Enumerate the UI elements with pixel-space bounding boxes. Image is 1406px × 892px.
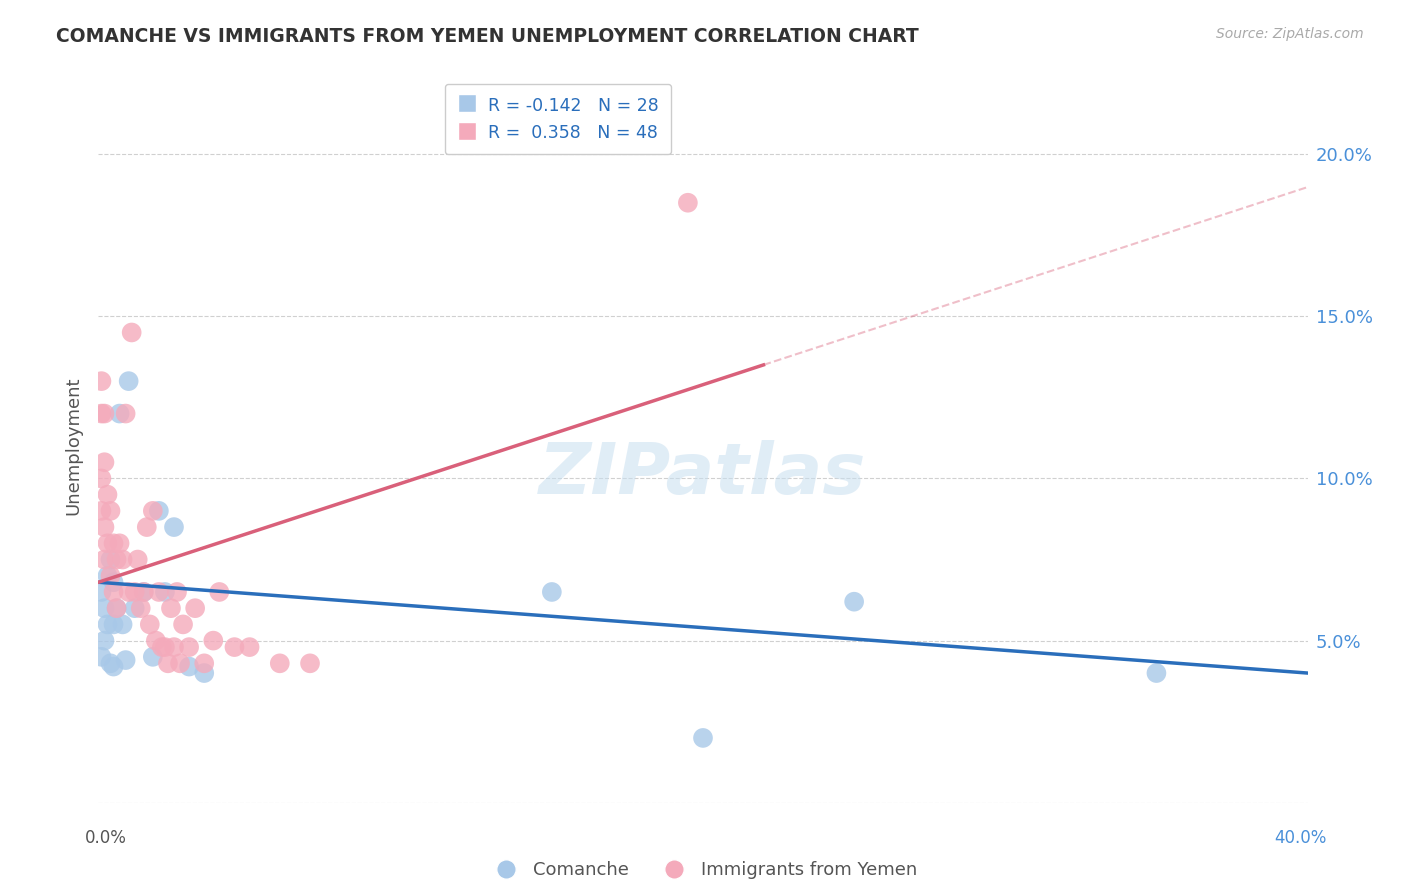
- Point: [114, 407, 136, 421]
- Point: [132, 585, 155, 599]
- Point: [124, 601, 146, 615]
- Point: [148, 504, 170, 518]
- Point: [100, 657, 122, 671]
- Point: [111, 617, 134, 632]
- Point: [153, 585, 176, 599]
- Text: 40.0%: 40.0%: [1274, 829, 1327, 847]
- Point: [184, 601, 207, 615]
- Point: [93, 633, 115, 648]
- Point: [93, 407, 115, 421]
- Point: [145, 633, 167, 648]
- Point: [139, 617, 162, 632]
- Point: [132, 585, 155, 599]
- Point: [121, 326, 143, 340]
- Legend: Comanche, Immigrants from Yemen: Comanche, Immigrants from Yemen: [481, 855, 925, 887]
- Point: [118, 585, 141, 599]
- Point: [90, 374, 112, 388]
- Point: [299, 657, 322, 671]
- Point: [100, 568, 122, 582]
- Point: [202, 633, 225, 648]
- Point: [127, 552, 149, 566]
- Point: [103, 585, 125, 599]
- Point: [118, 374, 141, 388]
- Point: [163, 640, 186, 654]
- Point: [90, 471, 112, 485]
- Point: [103, 617, 125, 632]
- Point: [193, 666, 215, 681]
- Text: Source: ZipAtlas.com: Source: ZipAtlas.com: [1216, 27, 1364, 41]
- Point: [100, 504, 122, 518]
- Point: [179, 659, 201, 673]
- Point: [692, 731, 714, 745]
- Point: [153, 640, 176, 654]
- Point: [103, 659, 125, 673]
- Point: [844, 595, 866, 609]
- Point: [114, 653, 136, 667]
- Text: ZIPatlas: ZIPatlas: [540, 440, 866, 509]
- Point: [111, 552, 134, 566]
- Point: [93, 520, 115, 534]
- Point: [108, 536, 131, 550]
- Point: [103, 536, 125, 550]
- Point: [100, 552, 122, 566]
- Point: [150, 640, 173, 654]
- Point: [105, 552, 128, 566]
- Point: [163, 520, 186, 534]
- Point: [96, 488, 118, 502]
- Point: [224, 640, 246, 654]
- Point: [1144, 666, 1167, 681]
- Point: [90, 649, 112, 664]
- Text: 0.0%: 0.0%: [84, 829, 127, 847]
- Point: [105, 601, 128, 615]
- Point: [142, 649, 165, 664]
- Point: [93, 552, 115, 566]
- Point: [193, 657, 215, 671]
- Point: [124, 585, 146, 599]
- Point: [108, 407, 131, 421]
- Point: [142, 504, 165, 518]
- Point: [169, 657, 191, 671]
- Point: [96, 617, 118, 632]
- Point: [269, 657, 291, 671]
- Point: [135, 520, 157, 534]
- Point: [540, 585, 562, 599]
- Point: [90, 504, 112, 518]
- Point: [676, 195, 699, 210]
- Point: [172, 617, 194, 632]
- Point: [129, 601, 152, 615]
- Point: [160, 601, 183, 615]
- Point: [156, 657, 179, 671]
- Point: [105, 601, 128, 615]
- Point: [96, 568, 118, 582]
- Point: [93, 601, 115, 615]
- Point: [148, 585, 170, 599]
- Point: [239, 640, 262, 654]
- Point: [208, 585, 231, 599]
- Point: [90, 585, 112, 599]
- Point: [179, 640, 201, 654]
- Point: [166, 585, 188, 599]
- Text: COMANCHE VS IMMIGRANTS FROM YEMEN UNEMPLOYMENT CORRELATION CHART: COMANCHE VS IMMIGRANTS FROM YEMEN UNEMPL…: [56, 27, 920, 45]
- Y-axis label: Unemployment: Unemployment: [65, 376, 83, 516]
- Point: [96, 536, 118, 550]
- Point: [93, 455, 115, 469]
- Point: [90, 407, 112, 421]
- Point: [103, 575, 125, 590]
